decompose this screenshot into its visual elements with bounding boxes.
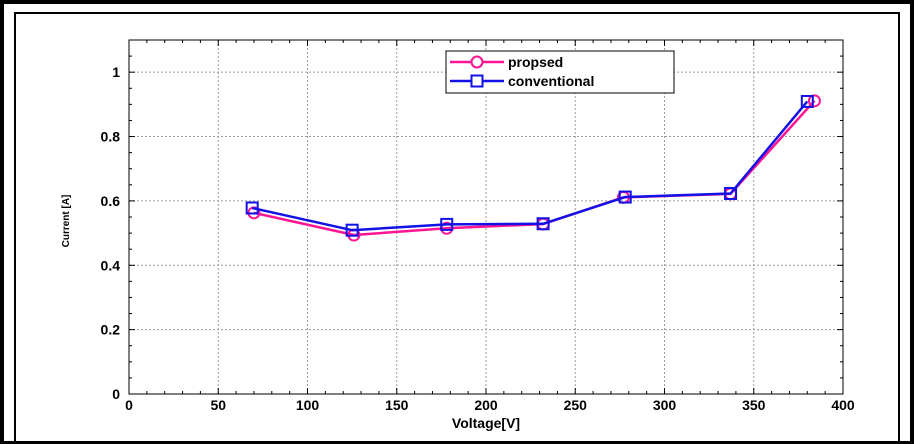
series-line [253,99,816,237]
y-tick-label: 0.8 [101,129,121,145]
axis-ticks: 0 50 100 150 200 250 300 350 400 0 0.2 0.4 0.6 0.8 1 [101,40,855,413]
legend-box [445,50,675,94]
x-tick-label: 100 [296,397,320,413]
series-2 [245,94,814,237]
x-tick-label: 250 [564,397,588,413]
series-line [251,100,809,232]
inner-frame [14,12,900,444]
data-point [618,190,632,204]
x-tick-label: 150 [385,397,409,413]
data-point [807,94,821,108]
series-group [245,94,821,242]
data-point [345,223,359,237]
x-axis-label: Voltage[V] [452,415,520,431]
x-tick-label: 400 [831,397,855,413]
data-point [536,217,550,231]
data-point [245,201,259,215]
series-1 [247,94,821,242]
y-tick-label: 0 [112,386,120,402]
x-tick-label: 300 [653,397,677,413]
x-tick-label: 200 [474,397,498,413]
data-point [724,187,738,201]
y-tick-label: 0.6 [101,193,121,209]
legend-label: propsed [508,54,563,70]
data-point [440,217,454,231]
y-tick-label: 0.2 [101,322,121,338]
x-tick-label: 350 [742,397,766,413]
legend: propsed conventional [445,50,675,94]
data-point [800,94,814,108]
y-axis-label: Current [A] [61,195,72,248]
x-tick-label: 50 [210,397,226,413]
legend-label: conventional [508,73,594,89]
legend-marker [470,55,484,69]
y-tick-label: 0.4 [101,257,121,273]
y-tick-label: 1 [112,64,120,80]
x-tick-label: 0 [125,397,133,413]
legend-marker [470,74,484,88]
